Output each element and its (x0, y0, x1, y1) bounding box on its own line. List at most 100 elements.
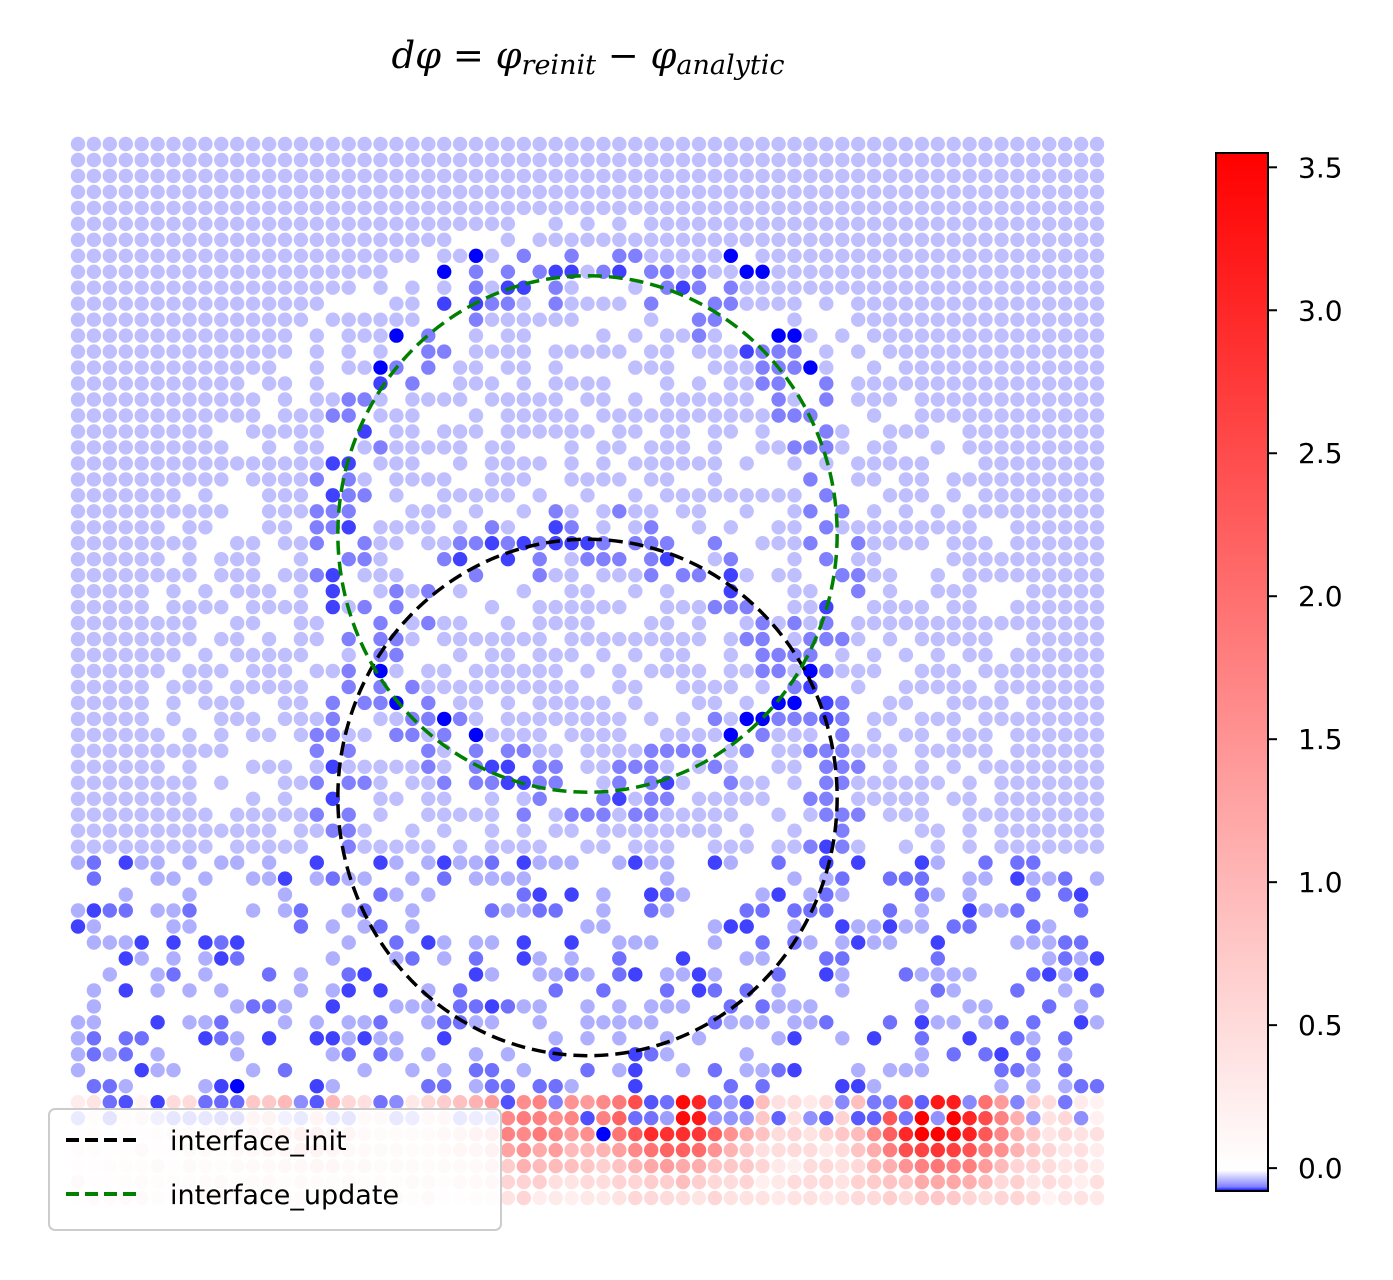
scatter-point (389, 1063, 404, 1078)
scatter-point (102, 1031, 118, 1046)
scatter-point (325, 1063, 340, 1078)
scatter-point (1058, 408, 1073, 423)
scatter-point (214, 440, 229, 455)
scatter-point (580, 631, 595, 647)
scatter-point (596, 568, 611, 583)
scatter-point (1010, 775, 1025, 790)
scatter-point (134, 983, 149, 998)
scatter-point (102, 504, 118, 519)
scatter-point (819, 552, 834, 567)
scatter-point (516, 711, 531, 727)
scatter-point (548, 1015, 563, 1030)
scatter-point (516, 152, 531, 168)
scatter-point (134, 392, 149, 407)
scatter-point (739, 679, 754, 695)
scatter-point (118, 1015, 133, 1030)
scatter-point (198, 360, 213, 375)
scatter-point (516, 200, 531, 216)
scatter-point (930, 967, 945, 982)
scatter-point (405, 791, 420, 806)
scatter-point (548, 456, 563, 471)
scatter-point (198, 791, 213, 806)
scatter-point (914, 504, 930, 519)
scatter-point (723, 1174, 738, 1190)
scatter-point (198, 935, 213, 950)
scatter-point (437, 935, 452, 950)
scatter-point (675, 504, 691, 519)
scatter-point (739, 823, 754, 838)
scatter-point (580, 520, 595, 535)
scatter-point (882, 200, 898, 216)
scatter-point (214, 983, 229, 998)
scatter-point (946, 807, 961, 822)
scatter-point (86, 1063, 102, 1078)
scatter-point (70, 328, 86, 343)
scatter-point (564, 823, 579, 838)
scatter-point (1058, 1111, 1073, 1126)
scatter-point (70, 488, 86, 503)
scatter-point (835, 1111, 850, 1126)
scatter-point (245, 839, 261, 854)
scatter-point (946, 1079, 961, 1094)
scatter-point (389, 168, 404, 184)
scatter-point (389, 280, 404, 295)
scatter-point (930, 727, 945, 743)
scatter-point (516, 440, 531, 455)
scatter-point (1089, 552, 1105, 567)
scatter-point (946, 1142, 961, 1158)
scatter-point (851, 631, 866, 647)
scatter-point (118, 440, 133, 455)
scatter-point (675, 1142, 691, 1158)
scatter-point (532, 711, 547, 727)
scatter-point (771, 200, 786, 216)
scatter-point (86, 663, 102, 679)
scatter-point (707, 839, 723, 854)
scatter-point (644, 615, 659, 631)
scatter-point (468, 695, 484, 711)
scatter-point (1058, 1047, 1073, 1062)
scatter-point (1010, 472, 1025, 487)
scatter-point (930, 823, 945, 838)
scatter-point (214, 312, 229, 327)
scatter-point (516, 568, 531, 583)
scatter-point (644, 536, 659, 551)
scatter-point (580, 200, 595, 216)
scatter-point (994, 791, 1009, 806)
scatter-point (389, 296, 404, 311)
scatter-point (1089, 1142, 1105, 1158)
scatter-point (102, 775, 118, 790)
scatter-point (564, 807, 579, 822)
scatter-point (198, 855, 213, 870)
scatter-point (548, 168, 563, 184)
scatter-point (787, 743, 802, 758)
scatter-point (214, 200, 229, 216)
scatter-point (994, 647, 1009, 663)
scatter-point (309, 727, 324, 743)
scatter-point (468, 743, 484, 758)
scatter-point (548, 807, 563, 822)
scatter-point (675, 328, 691, 343)
scatter-point (851, 376, 866, 391)
scatter-point (1073, 855, 1089, 870)
scatter-point (564, 456, 579, 471)
scatter-point (866, 360, 882, 375)
scatter-point (389, 727, 404, 743)
scatter-point (341, 344, 356, 359)
scatter-point (484, 1015, 500, 1030)
scatter-point (452, 807, 468, 822)
scatter-point (1042, 184, 1057, 200)
scatter-point (644, 679, 659, 695)
scatter-point (755, 1111, 770, 1126)
scatter-point (484, 775, 500, 790)
scatter-point (930, 536, 945, 551)
scatter-point (596, 743, 611, 758)
scatter-point (644, 328, 659, 343)
scatter-point (1073, 1031, 1089, 1046)
scatter-point (357, 1047, 372, 1062)
title-phi1: φ (496, 34, 522, 77)
scatter-point (946, 743, 961, 758)
scatter-point (86, 216, 102, 231)
scatter-point (803, 1174, 818, 1190)
scatter-point (930, 903, 945, 918)
scatter-point (70, 376, 86, 391)
